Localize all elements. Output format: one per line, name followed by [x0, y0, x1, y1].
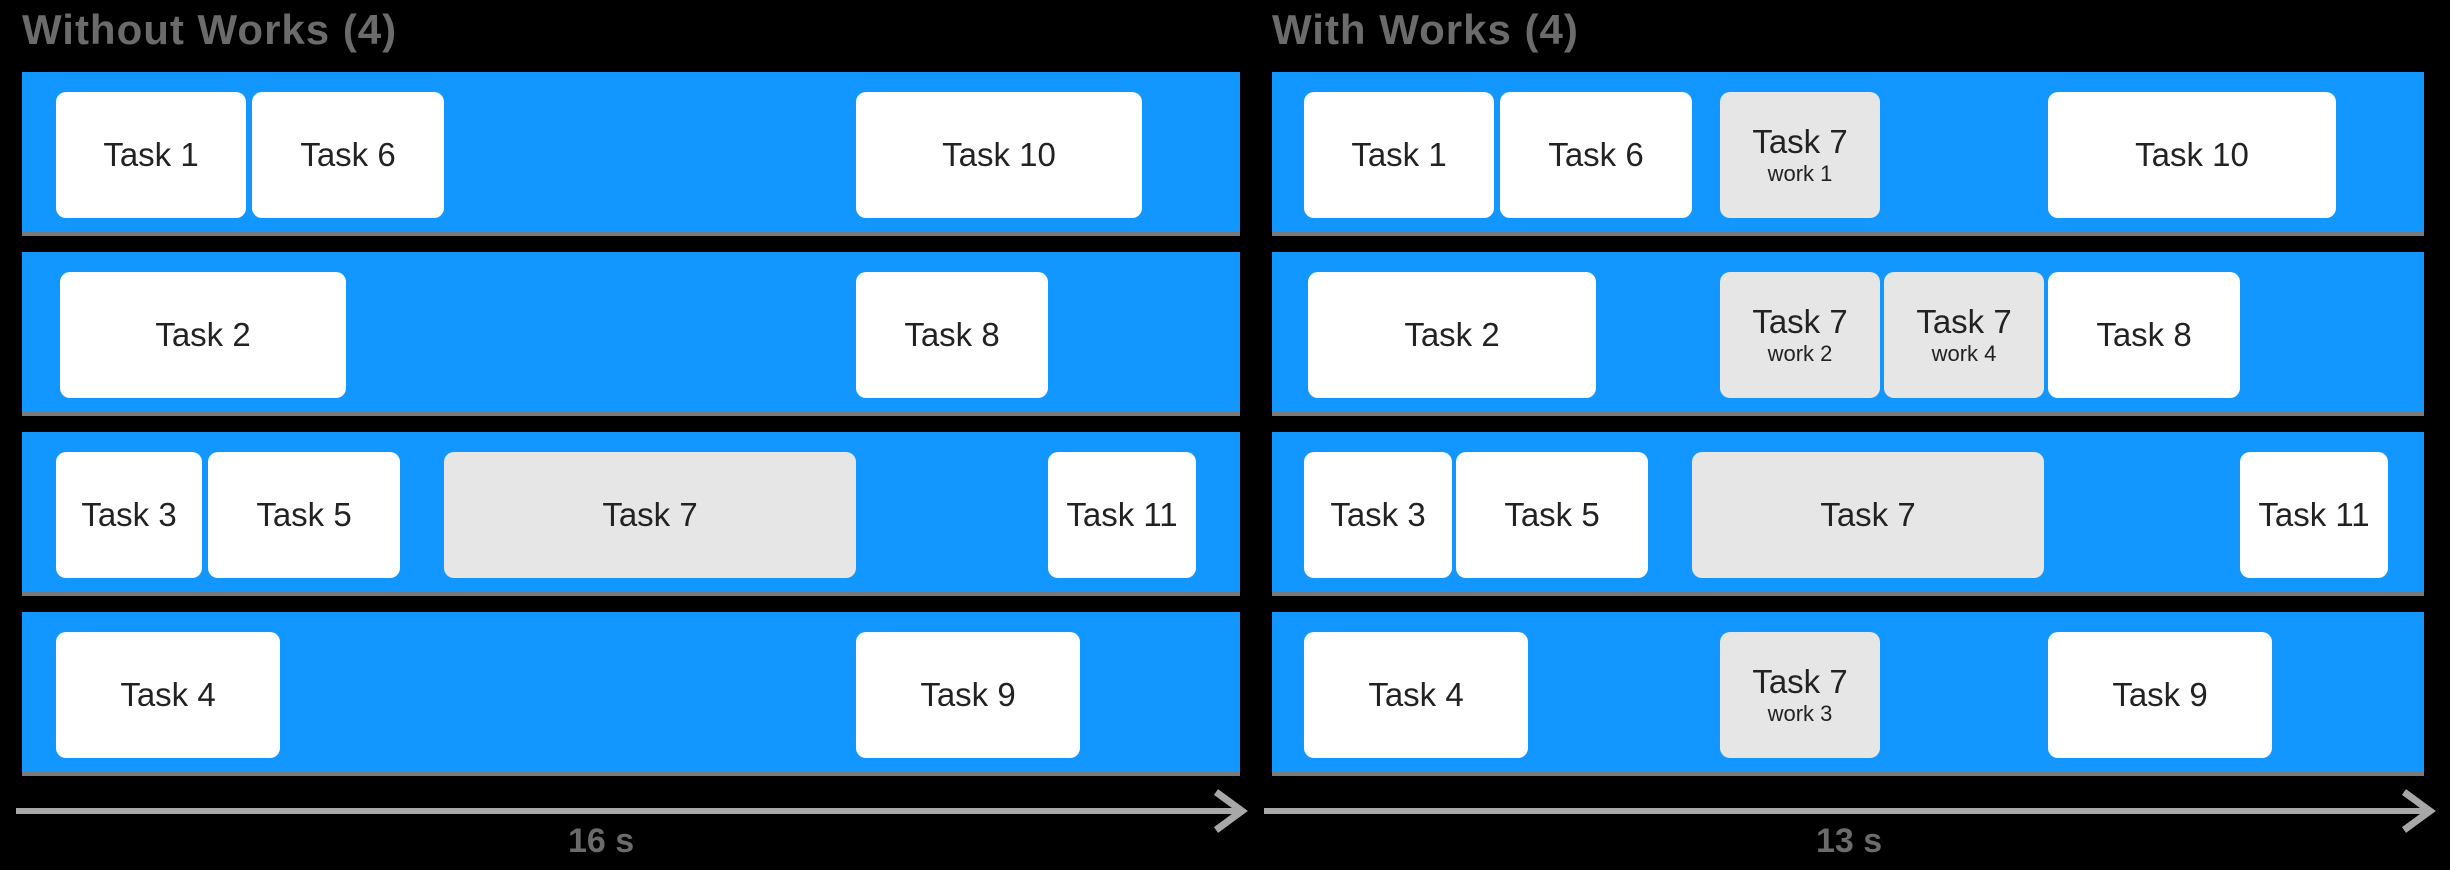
task-block: Task 2 — [60, 272, 346, 398]
task-block-work: Task 7 work 2 — [1720, 272, 1880, 398]
task-block: Task 6 — [1500, 92, 1692, 218]
task-name: Task 2 — [155, 316, 251, 353]
right-time-axis — [1264, 808, 2424, 814]
task-name: Task 8 — [2096, 316, 2192, 353]
task-block: Task 3 — [1304, 452, 1452, 578]
task-block: Task 11 — [1048, 452, 1196, 578]
task-name: Task 3 — [1330, 496, 1426, 533]
task-block: Task 10 — [856, 92, 1142, 218]
task-name: Task 7 — [1752, 303, 1848, 340]
task-name: Task 10 — [942, 136, 1056, 173]
left-panel-title: Without Works (4) — [22, 6, 398, 53]
task-block-work: Task 7 work 1 — [1720, 92, 1880, 218]
task-work-label: work 2 — [1767, 341, 1833, 366]
task-block-highlight: Task 7 — [1692, 452, 2044, 578]
right-axis-label: 13 s — [1816, 822, 1883, 860]
task-name: Task 6 — [300, 136, 396, 173]
task-block: Task 1 — [56, 92, 246, 218]
task-block-work: Task 7 work 3 — [1720, 632, 1880, 758]
task-work-label: work 4 — [1931, 341, 1997, 366]
task-name: Task 7 — [1916, 303, 2012, 340]
right-axis-arrow-icon — [2401, 789, 2436, 833]
task-block: Task 8 — [2048, 272, 2240, 398]
task-block: Task 11 — [2240, 452, 2388, 578]
task-block: Task 4 — [56, 632, 280, 758]
task-name: Task 7 — [1820, 496, 1916, 533]
task-block: Task 6 — [252, 92, 444, 218]
right-lane-2: Task 2 Task 7 work 2 Task 7 work 4 Task 8 — [1272, 252, 2424, 416]
task-block: Task 5 — [1456, 452, 1648, 578]
task-block-highlight: Task 7 — [444, 452, 856, 578]
task-block: Task 5 — [208, 452, 400, 578]
left-lane-4: Task 4 Task 9 — [22, 612, 1240, 776]
task-block: Task 9 — [856, 632, 1080, 758]
right-panel-title: With Works (4) — [1272, 6, 1579, 53]
task-name: Task 2 — [1404, 316, 1500, 353]
right-lane-4: Task 4 Task 7 work 3 Task 9 — [1272, 612, 2424, 776]
left-lane-1: Task 1 Task 6 Task 10 — [22, 72, 1240, 236]
task-name: Task 1 — [103, 136, 199, 173]
task-block: Task 10 — [2048, 92, 2336, 218]
right-lane-3: Task 3 Task 5 Task 7 Task 11 — [1272, 432, 2424, 596]
task-name: Task 11 — [1066, 496, 1178, 533]
task-name: Task 1 — [1351, 136, 1447, 173]
task-name: Task 7 — [1752, 663, 1848, 700]
task-name: Task 4 — [120, 676, 216, 713]
task-block-work: Task 7 work 4 — [1884, 272, 2044, 398]
task-name: Task 11 — [2258, 496, 2370, 533]
task-name: Task 5 — [256, 496, 352, 533]
left-lane-2: Task 2 Task 8 — [22, 252, 1240, 416]
left-axis-arrow-icon — [1213, 789, 1248, 833]
left-time-axis — [16, 808, 1238, 814]
task-block: Task 9 — [2048, 632, 2272, 758]
task-block: Task 2 — [1308, 272, 1596, 398]
task-name: Task 3 — [81, 496, 177, 533]
task-work-label: work 1 — [1767, 161, 1833, 186]
task-name: Task 7 — [1752, 123, 1848, 160]
task-work-label: work 3 — [1767, 701, 1833, 726]
task-block: Task 3 — [56, 452, 202, 578]
task-name: Task 8 — [904, 316, 1000, 353]
task-name: Task 5 — [1504, 496, 1600, 533]
task-name: Task 10 — [2135, 136, 2249, 173]
left-lane-3: Task 3 Task 5 Task 7 Task 11 — [22, 432, 1240, 596]
task-name: Task 6 — [1548, 136, 1644, 173]
task-block: Task 1 — [1304, 92, 1494, 218]
task-block: Task 4 — [1304, 632, 1528, 758]
task-name: Task 9 — [2112, 676, 2208, 713]
task-name: Task 7 — [602, 496, 698, 533]
task-name: Task 4 — [1368, 676, 1464, 713]
task-name: Task 9 — [920, 676, 1016, 713]
right-lane-1: Task 1 Task 6 Task 7 work 1 Task 10 — [1272, 72, 2424, 236]
task-block: Task 8 — [856, 272, 1048, 398]
left-axis-label: 16 s — [568, 822, 635, 860]
